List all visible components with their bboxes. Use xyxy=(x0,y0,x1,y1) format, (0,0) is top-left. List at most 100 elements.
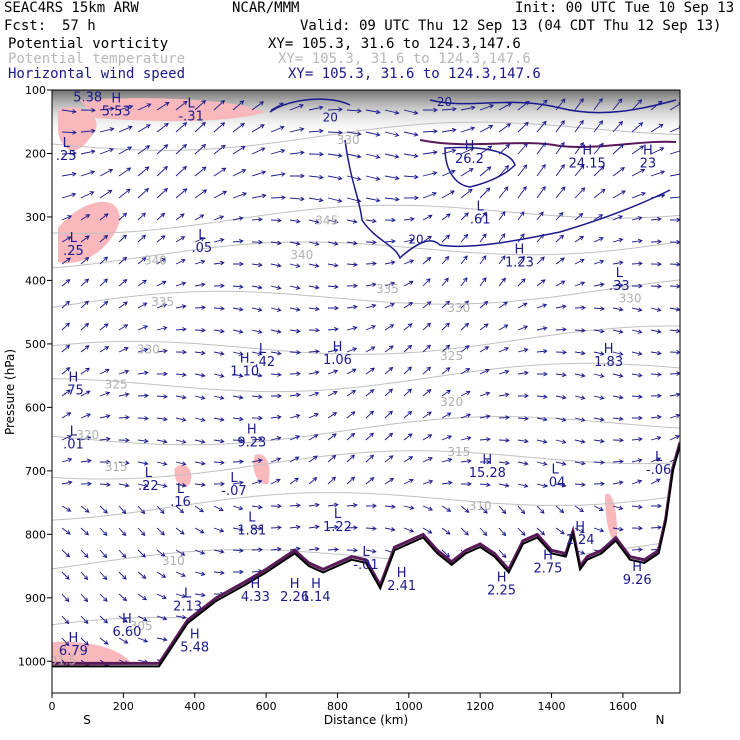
wind-vector xyxy=(327,241,339,246)
wind-vector xyxy=(308,174,324,180)
wind-vector xyxy=(555,141,565,155)
x-tick-label: 1200 xyxy=(466,700,494,713)
wind-vector xyxy=(61,130,77,135)
wind-vector xyxy=(441,322,450,331)
wind-vector xyxy=(479,323,489,331)
wind-vector xyxy=(631,191,646,199)
wind-vector xyxy=(80,170,96,177)
wind-vector xyxy=(536,483,548,488)
wind-vector xyxy=(479,437,491,442)
wind-vector xyxy=(346,304,358,310)
wind-vector xyxy=(365,503,377,509)
wind-vector xyxy=(118,637,129,644)
wind-vector xyxy=(555,186,566,199)
wind-vector xyxy=(118,549,127,559)
wind-vector xyxy=(99,414,111,419)
wind-vector xyxy=(650,123,664,133)
wind-vector xyxy=(384,175,400,181)
wind-vector xyxy=(251,193,267,199)
wind-vector xyxy=(232,505,244,511)
wind-vector xyxy=(650,478,661,485)
wind-vector xyxy=(99,549,108,559)
wind-vector xyxy=(574,417,586,422)
wind-vector xyxy=(251,415,263,421)
wind-vector xyxy=(137,571,147,580)
wind-vector xyxy=(118,527,127,537)
wind-vector xyxy=(460,481,472,487)
theta-contour-line xyxy=(52,279,680,308)
pv-extremum-value: 1.23 xyxy=(505,255,534,270)
pv-extremum-symbol: L xyxy=(63,136,71,151)
wind-vector xyxy=(175,614,187,620)
wind-vector xyxy=(479,527,488,537)
wind-vector xyxy=(156,371,168,377)
wind-vector xyxy=(156,593,167,600)
pv-extremum-value: .25 xyxy=(56,149,77,164)
wind-vector xyxy=(555,372,567,378)
wind-vector xyxy=(365,131,381,137)
wind-vector xyxy=(612,306,624,312)
wind-vector xyxy=(156,549,166,557)
wind-vector xyxy=(270,195,286,200)
wind-vector xyxy=(384,366,394,375)
wind-vector xyxy=(289,285,301,290)
wind-vector xyxy=(384,302,395,309)
wind-vector xyxy=(422,457,433,463)
wind-vector xyxy=(194,237,205,243)
field-xy-pv: XY= 105.3, 31.6 to 124.3,147.6 xyxy=(268,36,521,52)
wind-vector xyxy=(80,505,90,513)
wind-vector xyxy=(232,373,244,378)
pv-extremum-symbol: L xyxy=(477,199,485,214)
pv-extremum-symbol: L xyxy=(259,342,267,357)
wind-vector xyxy=(612,437,624,443)
wind-vector xyxy=(61,457,73,463)
wind-vector xyxy=(365,197,381,203)
wind-vector xyxy=(346,347,358,353)
wind-vector xyxy=(422,388,432,397)
theta-label: 330 xyxy=(337,133,360,147)
wind-vector xyxy=(308,391,320,397)
wind-vector xyxy=(156,394,168,399)
pv-extremum-value: .01 xyxy=(63,438,84,453)
wind-vector xyxy=(327,107,343,112)
pv-extremum-value: -.31 xyxy=(178,109,203,124)
wind-vector xyxy=(175,372,187,378)
theta-label: 325 xyxy=(440,349,463,363)
wind-vector xyxy=(175,304,187,309)
pv-extremum-symbol: H xyxy=(69,371,79,386)
wind-vector xyxy=(289,350,301,355)
wind-vector xyxy=(175,281,187,287)
pv-extremum-value: 6.60 xyxy=(112,625,141,640)
wind-vector xyxy=(194,505,204,513)
wind-vector xyxy=(403,153,419,159)
wind-vector xyxy=(365,548,377,554)
wind-vector xyxy=(156,348,168,354)
wind-vector xyxy=(308,219,320,224)
wind-vector xyxy=(308,105,324,111)
wind-vector xyxy=(536,120,547,133)
wind-vector xyxy=(213,238,225,243)
wind-vector xyxy=(213,373,225,378)
wind-vector xyxy=(631,283,643,289)
wind-vector xyxy=(213,417,225,422)
wind-vector xyxy=(517,302,528,309)
wind-vector xyxy=(669,413,680,419)
wind-vector xyxy=(99,323,109,331)
wind-vector xyxy=(156,416,168,422)
wind-vector xyxy=(289,503,301,508)
wind-vector xyxy=(251,262,263,268)
wind-vector xyxy=(631,547,643,552)
wind-vector xyxy=(61,109,77,114)
wind-vector xyxy=(289,104,304,111)
terrain-group xyxy=(52,442,680,693)
wind-vector xyxy=(593,328,605,334)
wind-vector xyxy=(61,278,71,287)
wind-vector xyxy=(593,527,605,533)
wind-vector xyxy=(498,483,510,488)
wind-vector xyxy=(498,102,513,111)
wind-vector xyxy=(194,592,206,598)
wind-vector xyxy=(156,212,166,221)
wind-vector xyxy=(612,373,624,378)
wind-vector xyxy=(308,197,324,203)
wind-vector xyxy=(612,526,624,532)
